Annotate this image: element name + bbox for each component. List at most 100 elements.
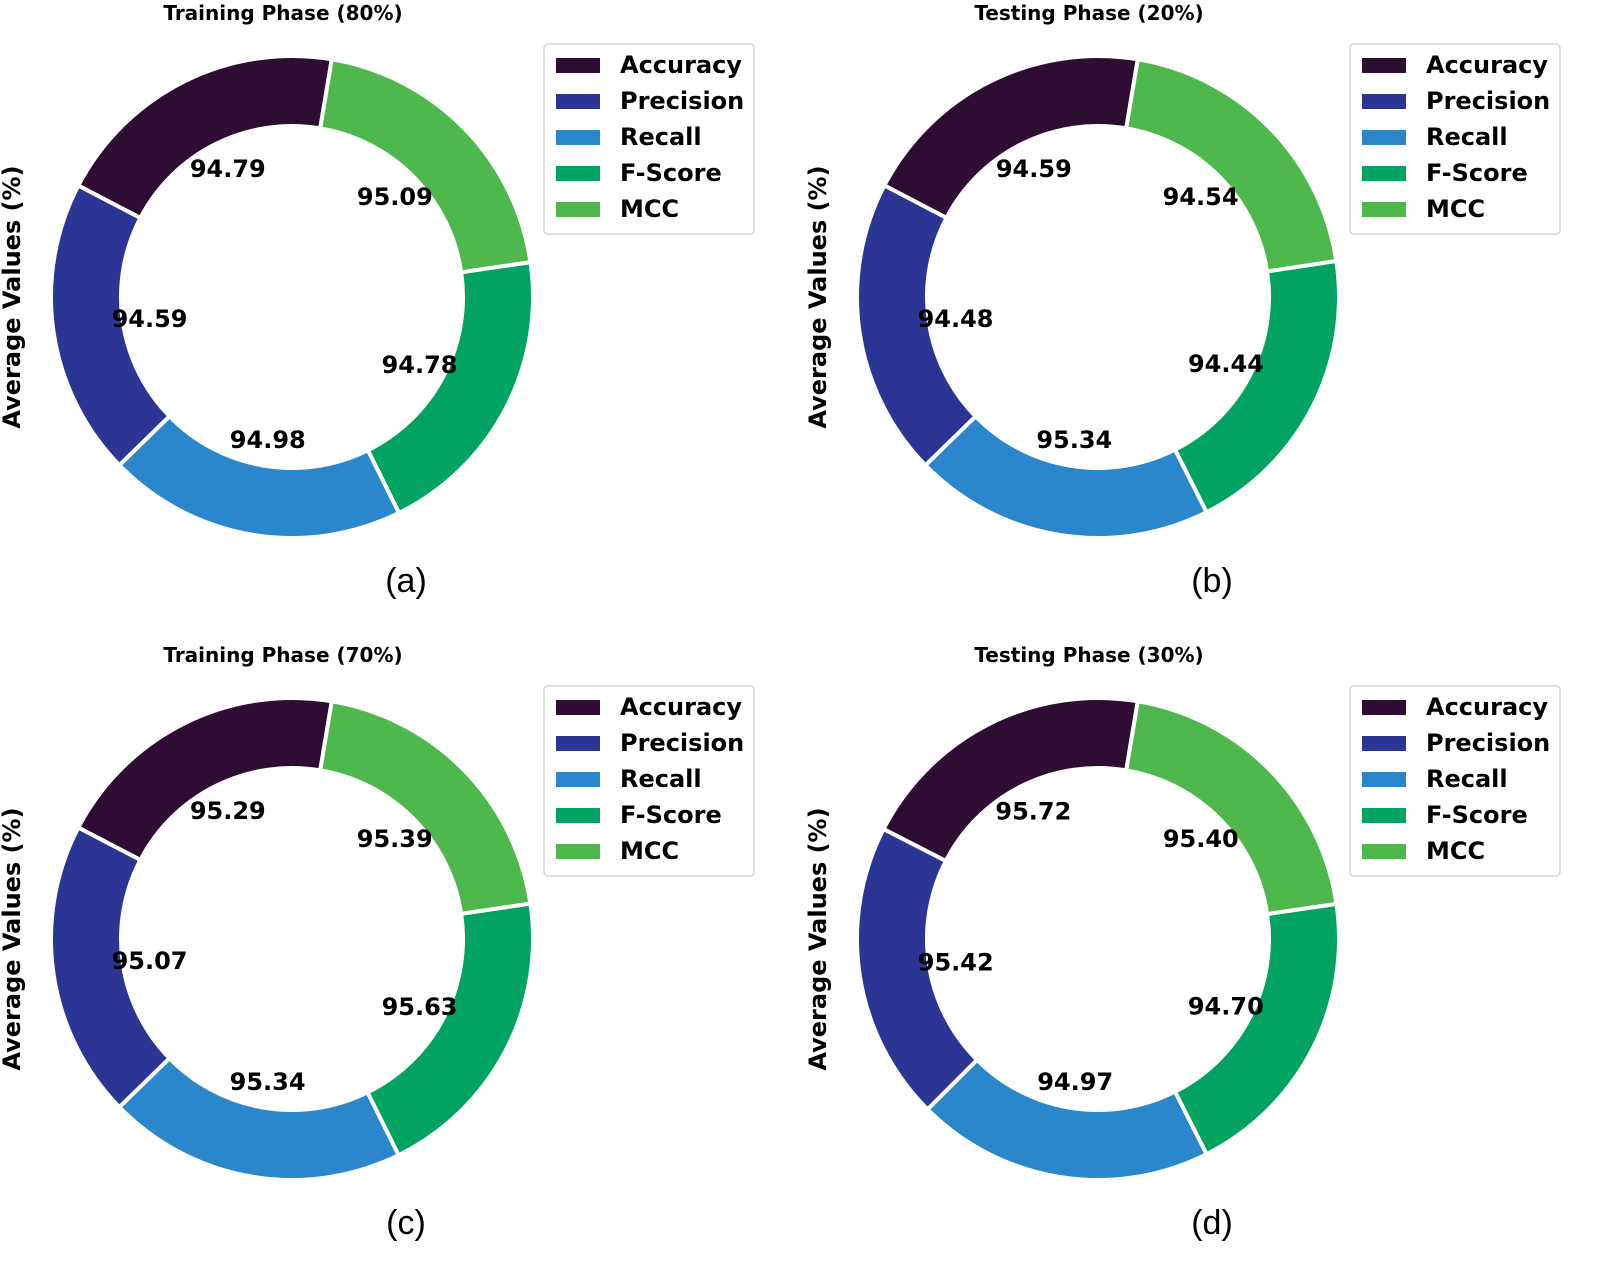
legend-label-precision: Precision bbox=[620, 729, 744, 757]
donut-slice-accuracy bbox=[75, 696, 335, 863]
legend-label-f-score: F-Score bbox=[1426, 159, 1528, 187]
legend-swatch-accuracy bbox=[556, 58, 600, 73]
legend-label-accuracy: Accuracy bbox=[1426, 51, 1548, 79]
slice-value-label-precision: 95.42 bbox=[918, 948, 994, 976]
slice-value-label-accuracy: 95.72 bbox=[995, 797, 1071, 825]
slice-value-label-precision: 95.07 bbox=[112, 947, 188, 975]
legend-swatch-precision bbox=[556, 94, 600, 109]
legend-label-recall: Recall bbox=[620, 765, 702, 793]
slice-value-label-precision: 94.48 bbox=[918, 305, 994, 333]
donut-slice-mcc bbox=[1123, 57, 1339, 274]
subfigure-caption-a: (a) bbox=[385, 562, 427, 600]
chart-panel-c: Training Phase (70%) Average Values (%) 95… bbox=[0, 642, 800, 1276]
subfigure-caption-c: (c) bbox=[386, 1204, 426, 1242]
chart-title: Testing Phase (30%) bbox=[974, 643, 1203, 667]
donut-slice-f-score bbox=[1172, 901, 1341, 1157]
donut-slice-mcc bbox=[1123, 699, 1339, 917]
slice-value-label-recall: 95.34 bbox=[230, 1068, 306, 1096]
legend-swatch-accuracy bbox=[1362, 700, 1406, 715]
legend: Accuracy Precision Recall F-Score MCC bbox=[543, 685, 755, 877]
legend-label-accuracy: Accuracy bbox=[620, 51, 742, 79]
legend-label-f-score: F-Score bbox=[1426, 801, 1528, 829]
slice-value-label-mcc: 95.09 bbox=[357, 183, 433, 211]
y-axis-label: Average Values (%) bbox=[0, 165, 26, 428]
legend-swatch-f-score bbox=[556, 166, 600, 181]
legend-label-accuracy: Accuracy bbox=[1426, 693, 1548, 721]
legend: Accuracy Precision Recall F-Score MCC bbox=[543, 43, 755, 235]
chart-title: Testing Phase (20%) bbox=[974, 1, 1203, 25]
legend-label-recall: Recall bbox=[1426, 123, 1508, 151]
chart-panel-a: Training Phase (80%) Average Values (%) 94… bbox=[0, 0, 800, 634]
legend-label-recall: Recall bbox=[1426, 765, 1508, 793]
legend-swatch-accuracy bbox=[1362, 58, 1406, 73]
donut-slice-f-score bbox=[1172, 258, 1341, 515]
legend-label-precision: Precision bbox=[1426, 729, 1550, 757]
slice-value-label-f-score: 94.44 bbox=[1188, 350, 1264, 378]
donut-slice-f-score bbox=[364, 901, 535, 1158]
legend-swatch-f-score bbox=[1362, 166, 1406, 181]
slice-value-label-f-score: 94.78 bbox=[382, 351, 458, 379]
legend-frame bbox=[543, 685, 755, 877]
legend-swatch-f-score bbox=[556, 808, 600, 823]
donut-slice-mcc bbox=[317, 57, 533, 275]
legend-label-mcc: MCC bbox=[620, 837, 679, 865]
donut-chart-svg: Training Phase (80%) Average Values (%) 94… bbox=[0, 1, 755, 600]
legend-label-mcc: MCC bbox=[1426, 837, 1485, 865]
legend-label-accuracy: Accuracy bbox=[620, 693, 742, 721]
legend-swatch-mcc bbox=[1362, 202, 1406, 217]
legend-label-precision: Precision bbox=[1426, 87, 1550, 115]
subfigure-caption-b: (b) bbox=[1191, 562, 1233, 600]
donut-slice-f-score bbox=[365, 259, 535, 516]
legend-frame bbox=[1349, 685, 1561, 877]
legend-swatch-recall bbox=[1362, 772, 1406, 787]
slice-value-label-accuracy: 95.29 bbox=[190, 797, 266, 825]
legend: Accuracy Precision Recall F-Score MCC bbox=[1349, 685, 1561, 877]
legend: Accuracy Precision Recall F-Score MCC bbox=[1349, 43, 1561, 235]
slice-value-label-f-score: 95.63 bbox=[382, 993, 458, 1021]
legend-label-recall: Recall bbox=[620, 123, 702, 151]
legend-frame bbox=[543, 43, 755, 235]
slice-value-label-accuracy: 94.79 bbox=[190, 155, 266, 183]
slice-value-label-accuracy: 94.59 bbox=[996, 155, 1072, 183]
legend-label-f-score: F-Score bbox=[620, 801, 722, 829]
slice-value-label-precision: 94.59 bbox=[112, 305, 188, 333]
chart-panel-d: Testing Phase (30%) Average Values (%) 95.… bbox=[806, 642, 1605, 1276]
y-axis-label: Average Values (%) bbox=[806, 165, 832, 428]
legend-swatch-precision bbox=[1362, 94, 1406, 109]
donut-slice-accuracy bbox=[75, 54, 335, 221]
legend-frame bbox=[1349, 43, 1561, 235]
donut-chart-svg: Training Phase (70%) Average Values (%) 95… bbox=[0, 643, 755, 1242]
legend-label-precision: Precision bbox=[620, 87, 744, 115]
legend-swatch-recall bbox=[556, 130, 600, 145]
donut-slice-accuracy bbox=[881, 54, 1141, 221]
legend-swatch-mcc bbox=[556, 202, 600, 217]
chart-panel-b: Testing Phase (20%) Average Values (%) 94.… bbox=[806, 0, 1605, 634]
donut-slice-mcc bbox=[317, 699, 533, 917]
slice-value-label-mcc: 95.40 bbox=[1163, 825, 1239, 853]
y-axis-label: Average Values (%) bbox=[0, 807, 26, 1070]
legend-swatch-mcc bbox=[1362, 844, 1406, 859]
legend-swatch-accuracy bbox=[556, 700, 600, 715]
donut-chart-svg: Testing Phase (30%) Average Values (%) 95.… bbox=[806, 643, 1561, 1242]
slice-value-label-mcc: 94.54 bbox=[1163, 183, 1239, 211]
legend-swatch-recall bbox=[1362, 130, 1406, 145]
slice-value-label-mcc: 95.39 bbox=[357, 825, 433, 853]
y-axis-label: Average Values (%) bbox=[806, 807, 832, 1070]
donut-slice-accuracy bbox=[880, 696, 1141, 864]
donut-chart-svg: Testing Phase (20%) Average Values (%) 94.… bbox=[806, 1, 1561, 600]
chart-title: Training Phase (80%) bbox=[163, 1, 402, 25]
slice-value-label-recall: 95.34 bbox=[1036, 426, 1112, 454]
legend-label-f-score: F-Score bbox=[620, 159, 722, 187]
legend-swatch-recall bbox=[556, 772, 600, 787]
legend-swatch-precision bbox=[556, 736, 600, 751]
slice-value-label-f-score: 94.70 bbox=[1188, 992, 1264, 1020]
legend-label-mcc: MCC bbox=[1426, 195, 1485, 223]
legend-label-mcc: MCC bbox=[620, 195, 679, 223]
slice-value-label-recall: 94.98 bbox=[230, 426, 306, 454]
legend-swatch-precision bbox=[1362, 736, 1406, 751]
slice-value-label-recall: 94.97 bbox=[1037, 1068, 1113, 1096]
legend-swatch-mcc bbox=[556, 844, 600, 859]
chart-title: Training Phase (70%) bbox=[163, 643, 402, 667]
subfigure-caption-d: (d) bbox=[1191, 1204, 1233, 1242]
legend-swatch-f-score bbox=[1362, 808, 1406, 823]
